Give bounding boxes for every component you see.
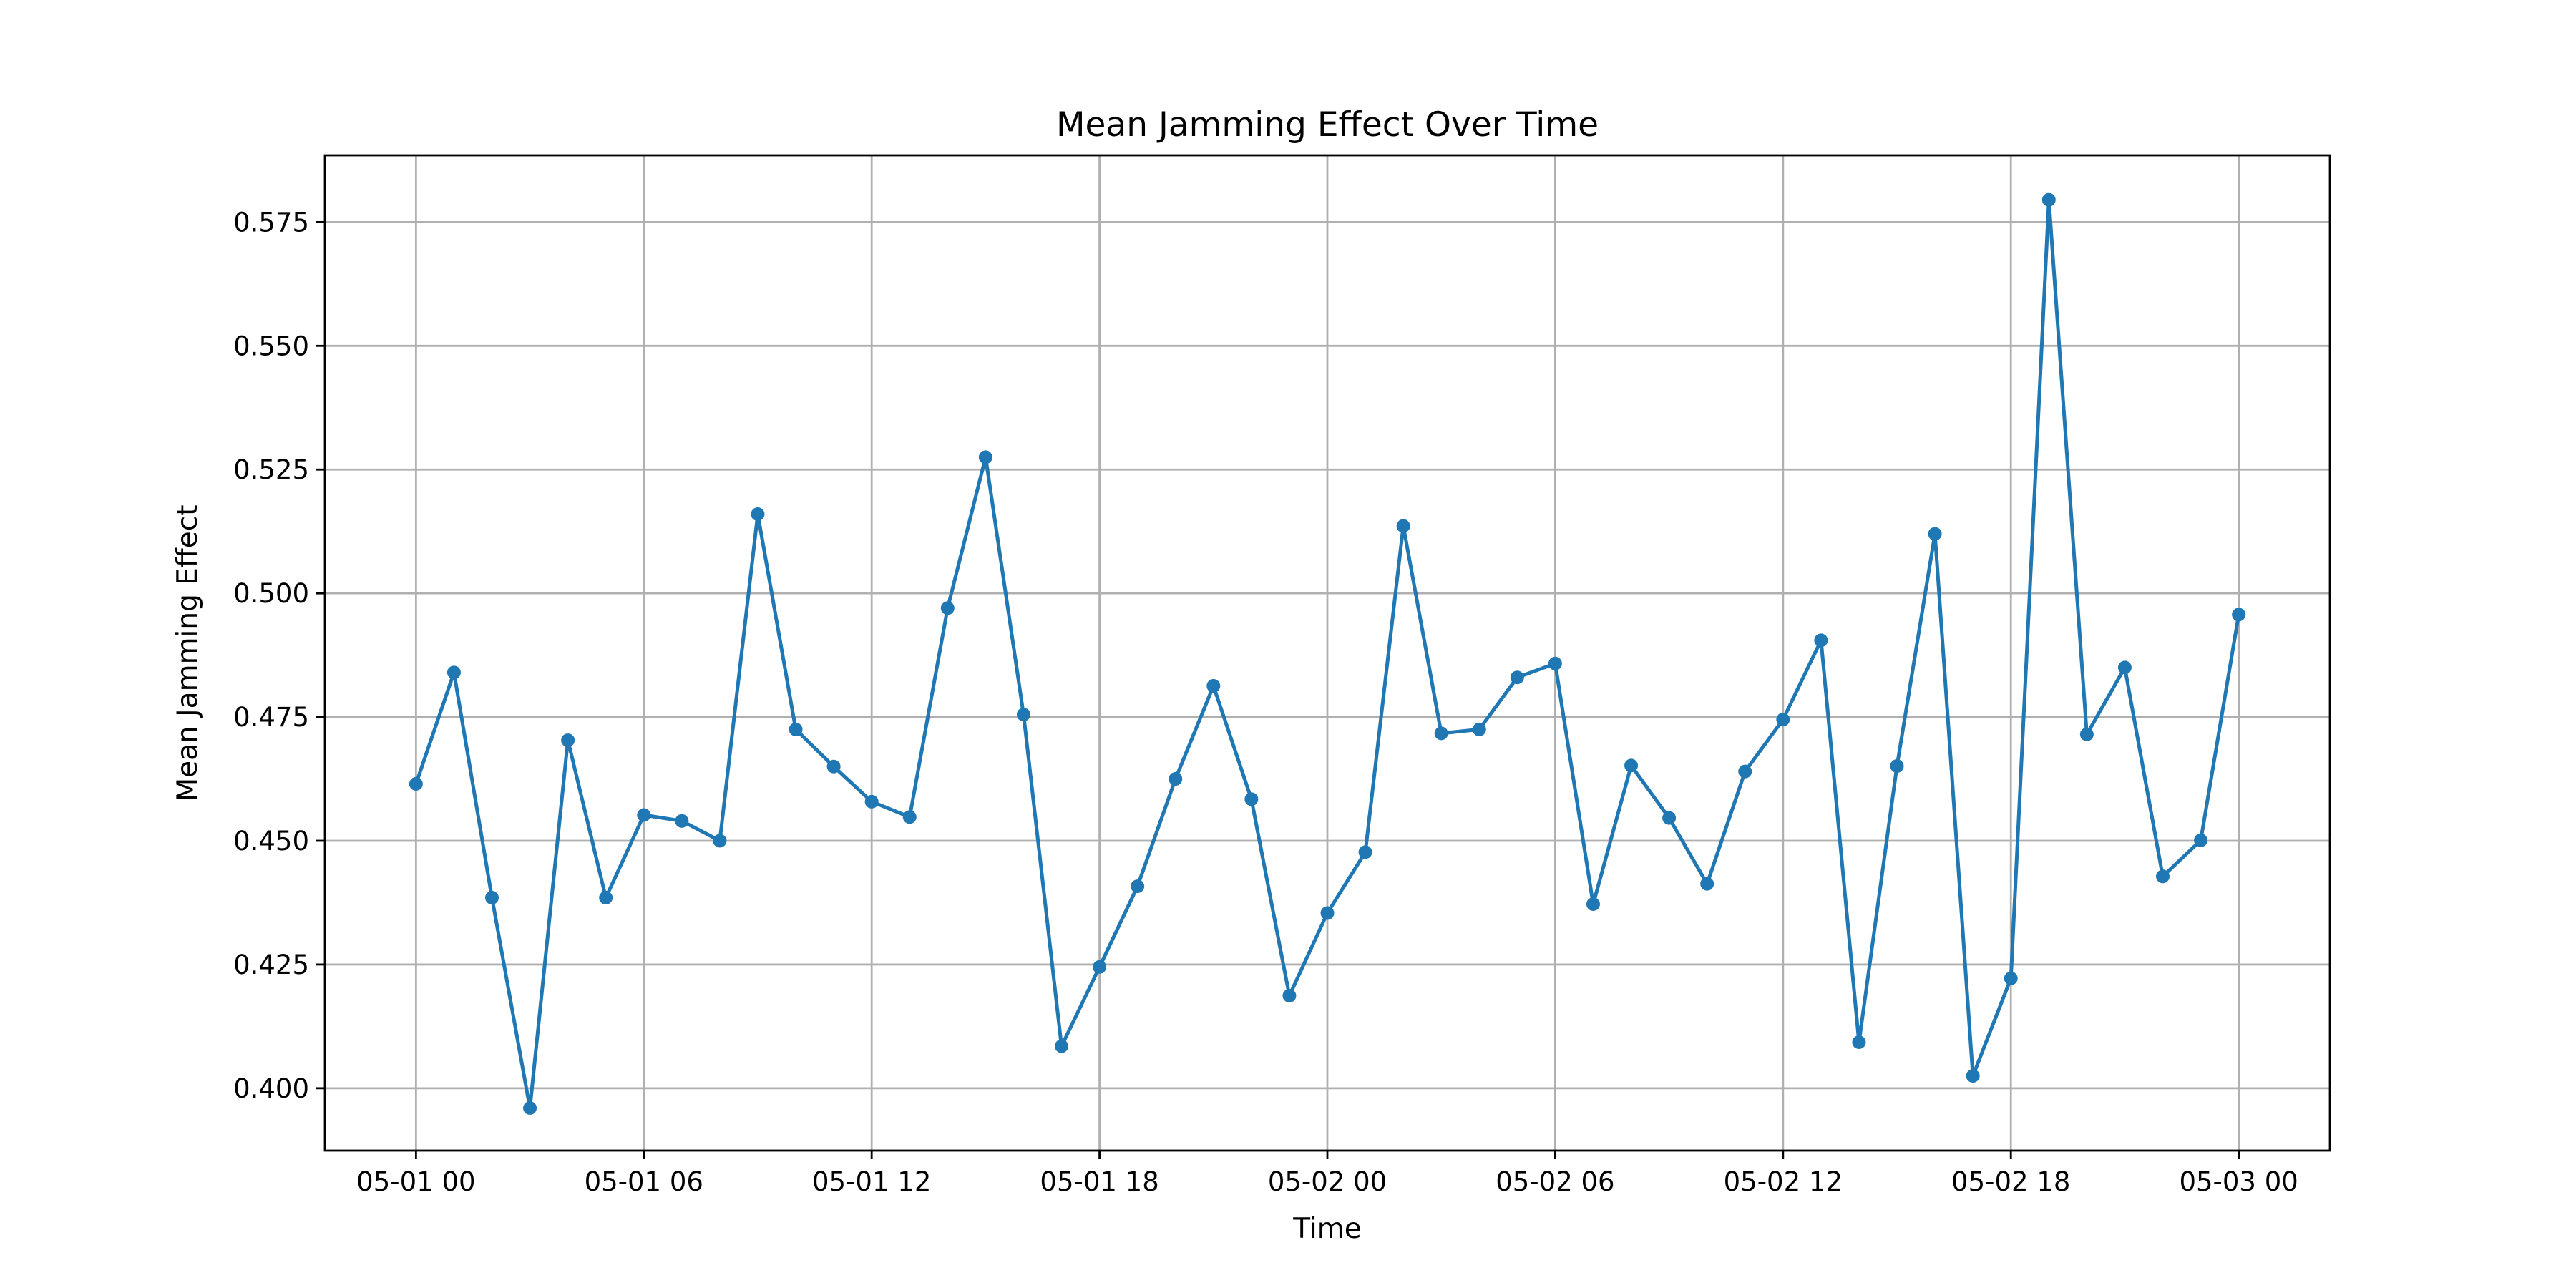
data-point — [713, 834, 727, 848]
chart-title: Mean Jamming Effect Over Time — [1056, 105, 1599, 145]
data-point — [1586, 897, 1600, 912]
y-tick-label: 0.550 — [233, 331, 309, 361]
y-tick-label: 0.475 — [233, 702, 309, 733]
y-tick-label: 0.450 — [233, 826, 309, 857]
data-point — [1852, 1035, 1866, 1050]
data-point — [561, 733, 575, 748]
data-point — [1169, 772, 1183, 786]
data-point — [1814, 633, 1828, 648]
data-point — [1548, 656, 1562, 670]
data-point — [447, 665, 461, 680]
data-point — [2156, 869, 2170, 884]
data-point — [940, 601, 955, 615]
ticks: 05-01 00 05-01 06 05-01 12 05-01 18 05-02 00… — [233, 207, 2298, 1197]
data-point — [2117, 660, 2132, 675]
data-point — [2004, 971, 2018, 985]
x-tick-label: 05-02 06 — [1496, 1166, 1614, 1197]
y-tick-label: 0.425 — [233, 950, 309, 980]
data-point — [1700, 877, 1714, 891]
data-point — [1662, 811, 1677, 825]
data-point — [1016, 708, 1030, 722]
data-point — [1928, 527, 1942, 541]
data-point — [789, 722, 803, 736]
grid — [325, 155, 2330, 1151]
series-layer — [409, 192, 2246, 1116]
data-point — [2194, 833, 2208, 847]
y-tick-label: 0.400 — [233, 1073, 309, 1104]
data-point — [409, 776, 423, 791]
data-point — [1206, 678, 1221, 693]
data-point — [1510, 670, 1524, 685]
x-tick-label: 05-01 12 — [812, 1166, 931, 1197]
x-tick-label: 05-02 18 — [1951, 1166, 2070, 1197]
data-point — [1738, 764, 1752, 779]
x-tick-label: 05-03 00 — [2179, 1166, 2298, 1197]
data-point — [2041, 192, 2056, 207]
x-tick-label: 05-01 00 — [356, 1166, 475, 1197]
y-tick-label: 0.525 — [233, 454, 309, 485]
y-tick-label: 0.500 — [233, 578, 309, 609]
data-point — [1358, 845, 1372, 859]
data-point — [1282, 988, 1297, 1002]
data-point — [1093, 960, 1107, 974]
data-point — [1131, 879, 1145, 894]
y-tick-label: 0.575 — [233, 207, 309, 238]
data-point — [751, 507, 765, 521]
data-point — [675, 814, 689, 828]
data-point — [1472, 722, 1486, 736]
data-point — [2232, 608, 2246, 622]
y-axis-label: Mean Jamming Effect — [172, 505, 204, 802]
data-point — [1624, 758, 1639, 773]
data-point — [902, 810, 917, 824]
x-tick-label: 05-01 18 — [1040, 1166, 1158, 1197]
data-point — [2079, 727, 2094, 741]
data-point — [485, 891, 499, 905]
data-point — [864, 794, 879, 809]
data-point — [1396, 519, 1410, 533]
data-point — [1320, 906, 1335, 920]
data-point — [1055, 1039, 1069, 1053]
data-point — [826, 759, 841, 774]
data-point — [599, 891, 613, 905]
data-point — [1244, 792, 1259, 806]
data-point — [1890, 759, 1904, 774]
x-tick-label: 05-02 00 — [1268, 1166, 1387, 1197]
data-point — [637, 808, 651, 822]
x-tick-label: 05-01 06 — [585, 1166, 703, 1197]
x-tick-label: 05-02 12 — [1724, 1166, 1843, 1197]
data-point — [1966, 1069, 1980, 1083]
data-point — [1776, 713, 1790, 727]
data-point — [1434, 726, 1448, 741]
data-point — [978, 450, 992, 464]
x-axis-label: Time — [1292, 1213, 1361, 1245]
data-point — [523, 1101, 537, 1116]
